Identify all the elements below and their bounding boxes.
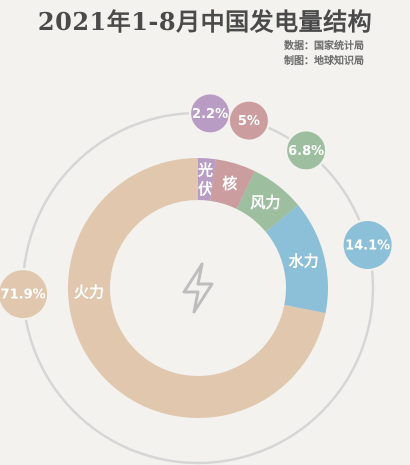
value-bubble-wind [287, 131, 326, 170]
slice-nuclear [210, 159, 255, 209]
value-bubble-thermal [0, 270, 48, 319]
data-source-label: 数据：国家统计局 [284, 41, 364, 52]
value-bubble-nuclear [229, 101, 268, 140]
value-label-wind: 6.8% [288, 144, 324, 159]
chart-maker-label: 制图：地球知识局 [284, 56, 364, 67]
slice-solar [198, 158, 216, 201]
value-label-nuclear: 5% [238, 114, 260, 129]
slice-thermal [68, 158, 326, 418]
chart-title: 2021年1-8月中国发电量结构 [37, 7, 373, 36]
slice-label-hydro: 水力 [289, 252, 319, 270]
slice-hydro [265, 205, 328, 314]
slice-label-wind: 风力 [250, 193, 280, 211]
slice-label-thermal: 火力 [74, 283, 104, 301]
slice-wind [236, 171, 299, 232]
slice-label-nuclear: 核 [222, 175, 237, 193]
value-bubble-hydro [343, 221, 392, 270]
value-label-thermal: 71.9% [1, 288, 46, 303]
value-bubble-solar [191, 94, 230, 133]
slice-label-solar: 光伏 [197, 161, 213, 198]
value-label-hydro: 14.1% [345, 239, 390, 254]
value-label-solar: 2.2% [192, 107, 228, 122]
lightning-bolt-icon [182, 262, 214, 314]
